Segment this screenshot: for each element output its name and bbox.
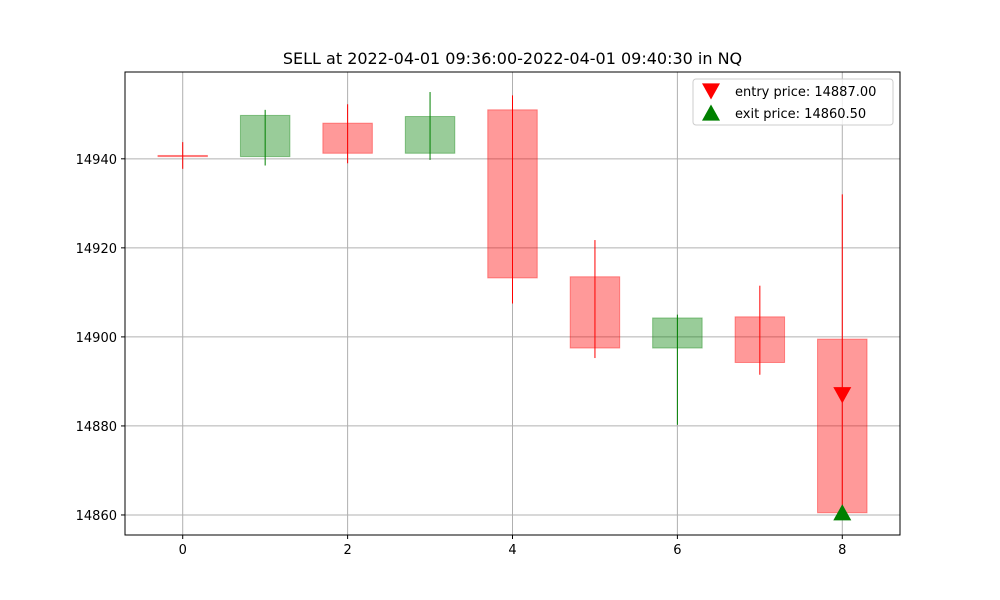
y-tick-label: 14940 — [76, 153, 117, 168]
legend-exit-marker — [702, 104, 720, 121]
candle-up — [239, 109, 291, 166]
candle-down — [569, 240, 621, 359]
candle-down — [157, 142, 208, 169]
candles — [157, 92, 868, 514]
candle-down — [734, 285, 786, 375]
entry-marker — [833, 387, 852, 404]
candle-body — [322, 122, 373, 154]
x-tick-label: 6 — [673, 543, 681, 558]
x-tick-label: 0 — [179, 543, 187, 558]
candle-down — [487, 95, 538, 304]
candle-up — [652, 314, 703, 425]
candle-body — [404, 116, 456, 154]
x-tick-label: 2 — [343, 543, 351, 558]
chart-title: SELL at 2022-04-01 09:36:00-2022-04-01 0… — [283, 49, 742, 68]
candle-down — [322, 104, 373, 164]
candle-body — [487, 109, 538, 279]
candle-down — [817, 194, 868, 514]
candle-up — [404, 92, 456, 160]
legend-label: entry price: 14887.00 — [735, 85, 876, 100]
legend: entry price: 14887.00 exit price: 14860.5… — [692, 78, 894, 126]
legend-box — [692, 78, 894, 126]
candle-body — [652, 317, 703, 349]
legend-entry-marker — [702, 83, 720, 100]
candle-body — [157, 154, 208, 158]
candle-body — [569, 276, 621, 349]
candle-body — [239, 114, 291, 158]
candle-body — [734, 316, 786, 363]
trade-markers — [833, 387, 852, 521]
legend-label: exit price: 14860.50 — [735, 107, 866, 122]
candle-body — [817, 338, 868, 514]
y-tick-label: 14860 — [76, 509, 117, 524]
x-tick-label: 8 — [838, 543, 846, 558]
y-tick-label: 14880 — [76, 420, 117, 435]
y-tick-label: 14900 — [76, 331, 117, 346]
exit-marker — [833, 504, 852, 521]
y-tick-label: 14920 — [76, 242, 117, 257]
axis-ticks: 0 2 4 6 8 14860 14880 14900 14920 14940 — [76, 153, 847, 558]
x-tick-label: 4 — [508, 543, 516, 558]
